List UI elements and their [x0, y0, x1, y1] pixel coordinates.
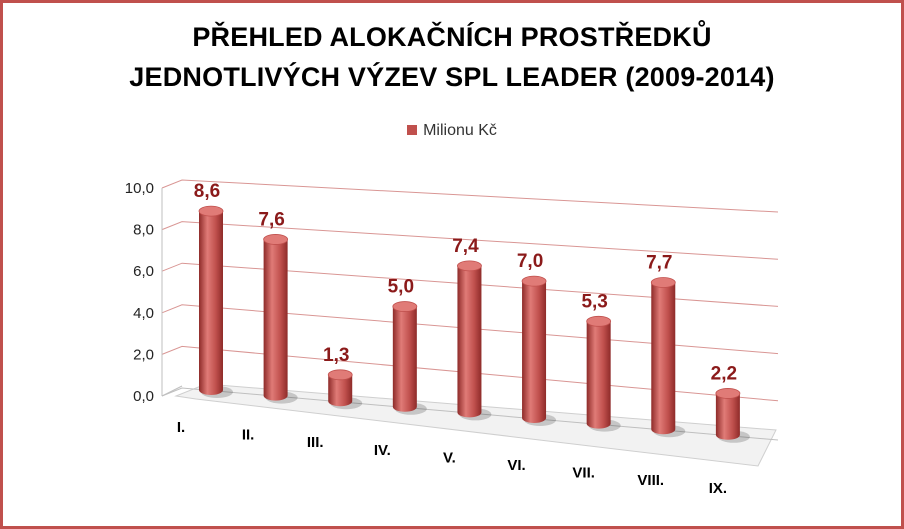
x-tick-label: VII.	[572, 465, 595, 482]
y-tick-label: 10,0	[125, 180, 154, 197]
bar-top	[392, 301, 418, 312]
x-tick-label: VIII.	[637, 472, 664, 489]
gridline	[161, 262, 779, 307]
data-label: 5,3	[581, 291, 607, 312]
bar-body	[263, 239, 288, 401]
bar-body	[392, 306, 417, 412]
y-tick-label: 0,0	[133, 388, 154, 405]
y-axis-depth-line	[161, 385, 183, 397]
gridline	[161, 221, 779, 260]
bar-body	[199, 211, 223, 395]
y-tick-label: 6,0	[133, 263, 154, 280]
x-tick-label: III.	[307, 434, 324, 451]
bar	[521, 275, 557, 426]
bar-top	[715, 388, 741, 399]
bar	[457, 260, 492, 421]
data-label: 2,2	[711, 363, 737, 384]
x-tick-label: IX.	[709, 480, 727, 497]
data-label: 8,6	[194, 181, 220, 202]
bar	[327, 369, 363, 410]
bar	[715, 388, 750, 443]
bar-body	[715, 393, 740, 440]
bar-body	[457, 265, 482, 418]
bar-top	[327, 369, 353, 381]
legend-swatch	[407, 125, 418, 135]
data-label: 7,0	[517, 251, 543, 272]
legend-label: Milionu Kč	[423, 122, 497, 139]
bar-body	[651, 282, 676, 435]
y-tick-label: 4,0	[133, 305, 154, 322]
bar-body	[522, 281, 547, 423]
bar	[392, 301, 427, 415]
y-tick-label: 2,0	[133, 346, 154, 363]
x-tick-label: I.	[177, 419, 185, 436]
data-label: 7,4	[452, 236, 479, 257]
bar	[586, 315, 621, 432]
bar-top	[457, 260, 482, 272]
bar-body	[586, 321, 611, 429]
gridline	[161, 387, 779, 441]
data-label: 1,3	[323, 345, 349, 366]
x-tick-label: VI.	[507, 457, 525, 474]
data-labels: 8,6 7,6 1,3 5,0 7,4 7,0 5,3 7,7 2,2	[194, 181, 737, 384]
data-label: 7,7	[646, 253, 672, 274]
y-axis: 0,0 2,0 4,0 6,0 8,0 10,0	[125, 180, 183, 405]
x-axis: I. II. III. IV. V. VI. VII. VIII. IX.	[177, 419, 727, 497]
gridline	[161, 179, 779, 213]
bar-top	[521, 275, 547, 287]
y-tick-label: 8,0	[133, 222, 154, 239]
chart-title-line-1: PŘEHLED ALOKAČNÍCH PROSTŘEDKŮ	[192, 22, 712, 52]
bar	[198, 205, 233, 398]
gridline	[161, 345, 779, 402]
gridlines	[161, 179, 779, 441]
x-tick-label: V.	[443, 449, 456, 466]
bar-top	[650, 277, 676, 288]
x-tick-label: II.	[242, 427, 255, 444]
chart-title-line-2: JEDNOTLIVÝCH VÝZEV SPL LEADER (2009-2014…	[129, 62, 775, 92]
bar	[650, 277, 686, 438]
bars	[198, 205, 750, 443]
bar	[263, 234, 298, 404]
bar-top	[586, 315, 612, 327]
data-label: 5,0	[388, 277, 414, 298]
data-label: 7,6	[258, 209, 284, 230]
gridline	[161, 304, 779, 355]
bar-body	[328, 374, 353, 407]
x-tick-label: IV.	[374, 442, 391, 459]
bar-top	[198, 205, 224, 217]
legend: Milionu Kč	[0, 122, 904, 140]
bar-top	[263, 234, 289, 245]
